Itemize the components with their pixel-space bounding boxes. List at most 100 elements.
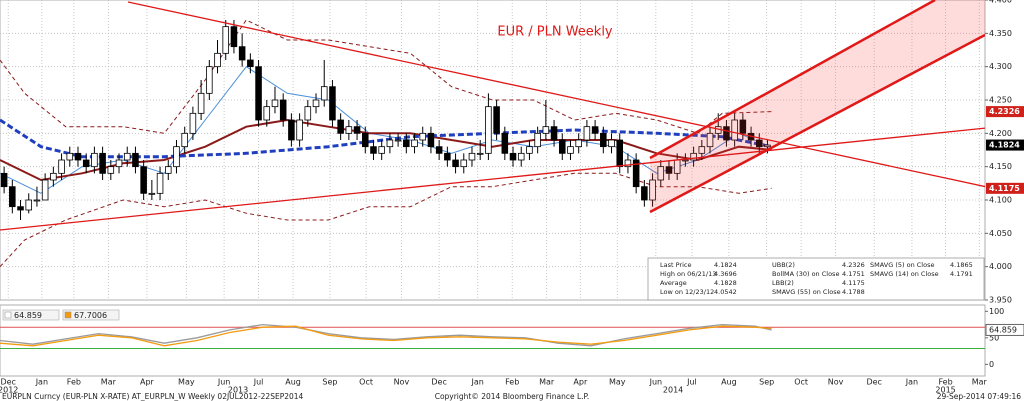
candle-body <box>206 66 213 94</box>
price-flag-label: 4.2326 <box>989 107 1020 116</box>
x-tick-label: Mar <box>101 378 117 387</box>
legend-value: 4.1824 <box>714 261 737 269</box>
candle-body <box>66 152 74 161</box>
candle-body <box>731 119 738 141</box>
candle-body <box>337 119 344 134</box>
candle-body <box>550 126 558 141</box>
candle-body <box>361 132 369 148</box>
x-year-label: 2013 <box>228 386 248 395</box>
legend-label: UBB(2) <box>772 261 795 269</box>
candle-body <box>764 144 771 148</box>
candle-body <box>378 146 385 154</box>
footer-right: 29-Sep-2014 07:49:16 <box>937 392 1021 401</box>
candle-body <box>50 172 57 181</box>
candle-body <box>567 146 574 154</box>
candle-body <box>99 152 106 174</box>
price-flag-label: 4.1175 <box>989 184 1020 193</box>
y-tick-label: 4.050 <box>989 229 1012 238</box>
candle-body <box>583 126 591 141</box>
y-tick-label: 4.350 <box>989 29 1012 38</box>
x-tick-label: Aug <box>285 378 301 387</box>
x-tick-label: Dec <box>0 378 15 387</box>
legend-label: Low on 12/23/12 <box>660 288 714 296</box>
candle-body <box>394 139 402 142</box>
x-tick-label: May <box>609 378 626 387</box>
y-tick-label: 0 <box>989 360 994 369</box>
legend-box <box>647 257 985 301</box>
candle-body <box>517 152 525 161</box>
candle-body <box>755 139 763 148</box>
candle-body <box>279 99 287 121</box>
legend-label: Last Price <box>660 261 691 269</box>
candle-body <box>156 172 164 194</box>
x-tick-label: Oct <box>359 378 373 387</box>
x-tick-label: Mar <box>539 378 555 387</box>
legend-value: 4.1175 <box>842 279 865 287</box>
chart-title: EUR / PLN Weekly <box>497 25 613 40</box>
candle-body <box>329 86 336 121</box>
candle-body <box>58 159 65 174</box>
x-tick-label: Jul <box>686 378 697 387</box>
legend-label: LBB(2) <box>772 279 794 287</box>
y-tick-label: 4.400 <box>989 0 1012 5</box>
x-tick-label: Apr <box>140 378 155 387</box>
candle-body <box>164 166 172 174</box>
candle-body <box>132 152 139 168</box>
candle-body <box>452 159 459 168</box>
x-tick-label: Nov <box>828 378 844 387</box>
candle-body <box>534 132 541 148</box>
resistance-line <box>127 1 985 188</box>
candle-body <box>320 86 328 101</box>
legend-label: 64.859 <box>14 311 42 320</box>
candle-body <box>271 99 279 108</box>
x-tick-label: Oct <box>794 378 808 387</box>
candle-body <box>181 132 188 148</box>
candle-body <box>238 46 246 61</box>
footer-center: Copyright© 2014 Bloomberg Finance L.P. <box>435 392 590 401</box>
x-tick-label: Sep <box>322 378 337 387</box>
candle-body <box>353 126 361 134</box>
candle-body <box>41 179 49 201</box>
x-tick-label: Apr <box>573 378 588 387</box>
legend-swatch <box>62 309 120 321</box>
candle-body <box>600 132 607 148</box>
y-tick-label: 100 <box>989 307 1004 316</box>
x-year-label: 2014 <box>663 386 683 395</box>
candle-body <box>682 159 689 162</box>
candle-body <box>657 166 665 181</box>
y-tick-label: 4.000 <box>989 262 1012 271</box>
x-tick-label: Dec <box>866 378 881 387</box>
candle-body <box>403 139 410 148</box>
y-tick-label: 50 <box>989 333 999 342</box>
candle-body <box>632 159 640 188</box>
x-tick-label: Feb <box>505 378 519 387</box>
candle-body <box>444 152 451 161</box>
y-tick-label: 4.200 <box>989 129 1012 138</box>
support-line <box>0 127 985 231</box>
candle-body <box>107 166 115 174</box>
legend-value: 4.1791 <box>950 270 973 278</box>
x-tick-label: Feb <box>67 378 81 387</box>
candle-body <box>123 152 131 161</box>
price-flag <box>986 139 1024 151</box>
y-tick-label: 4.300 <box>989 62 1012 71</box>
candle-body <box>723 126 730 141</box>
candle-body <box>247 59 254 68</box>
x-tick-label: Jan <box>35 378 48 387</box>
legend-color <box>64 311 72 319</box>
value-flag <box>985 323 1024 336</box>
candle-body <box>263 106 271 121</box>
candle-body <box>140 166 147 194</box>
main-plot-frame <box>0 0 986 301</box>
y-tick-label: 4.250 <box>989 96 1012 105</box>
candle-body <box>493 106 500 134</box>
candle-body <box>9 186 16 208</box>
x-tick-label: Jul <box>253 378 264 387</box>
candle-body <box>476 152 484 155</box>
candle-body <box>468 152 476 161</box>
x-tick-label: Dec <box>431 378 446 387</box>
x-tick-label: Mar <box>972 378 988 387</box>
candle-body <box>148 192 156 195</box>
